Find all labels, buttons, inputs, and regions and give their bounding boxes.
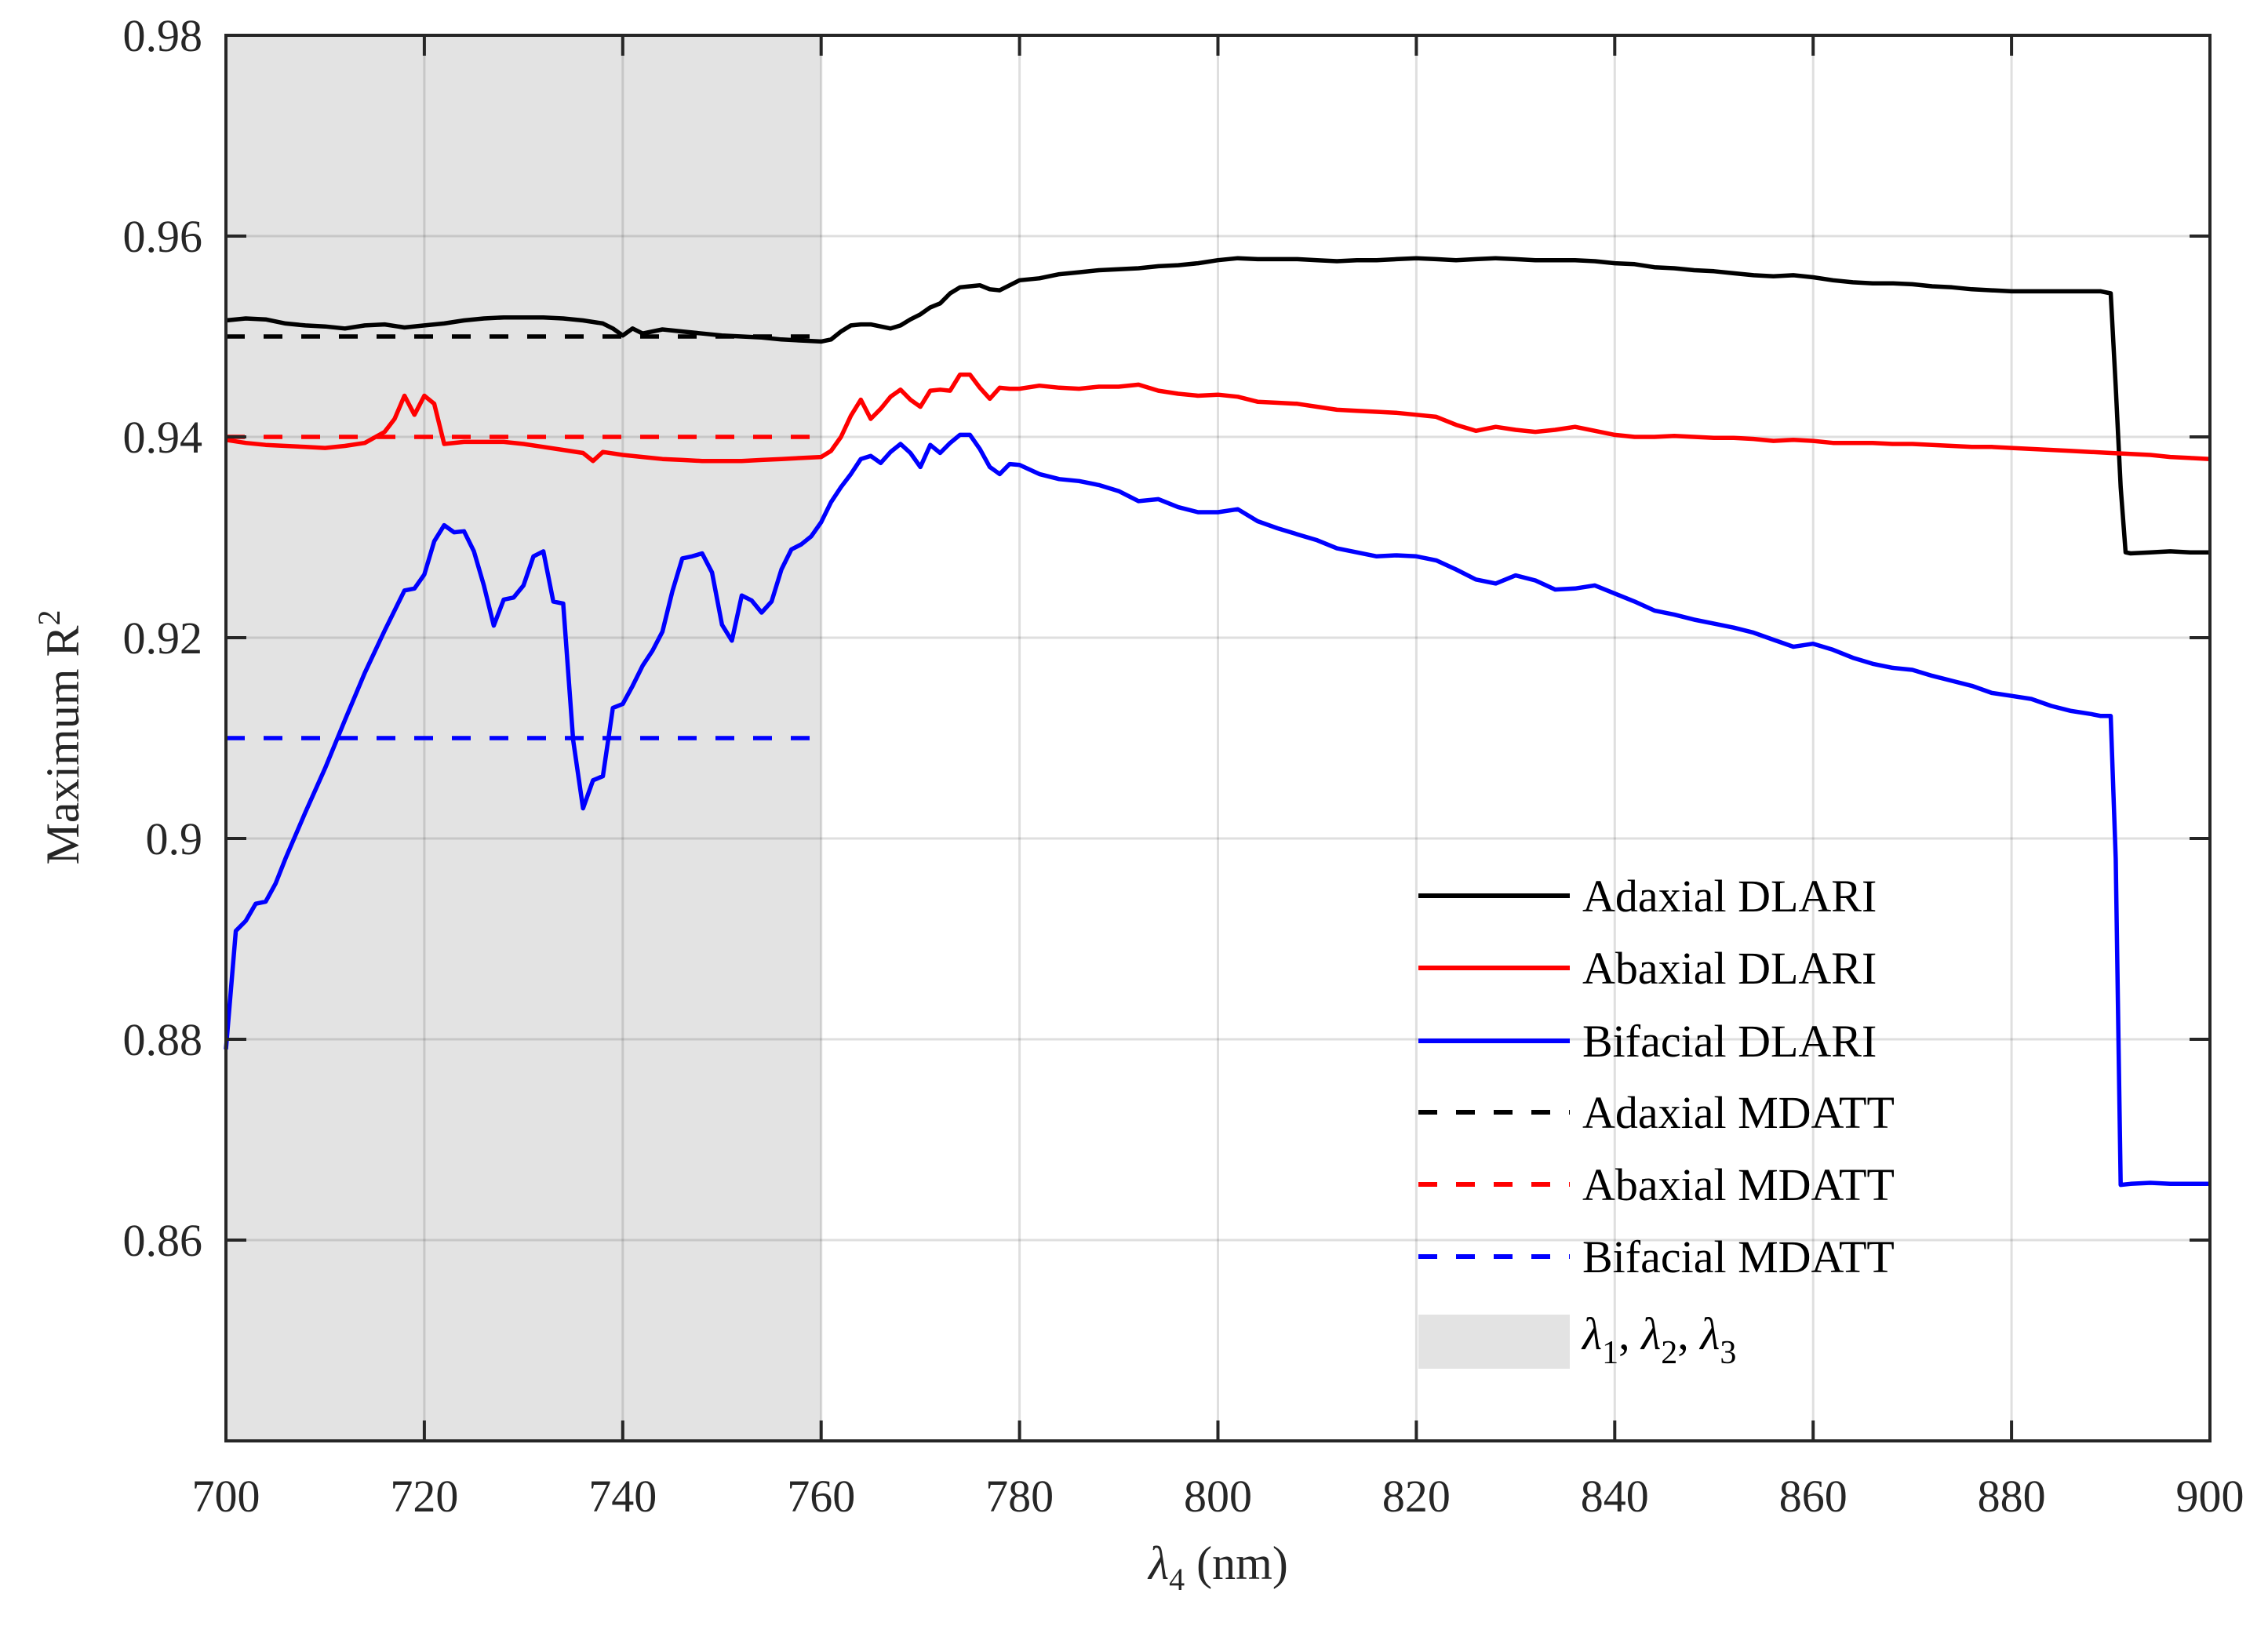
legend-label: Adaxial MDATT bbox=[1582, 1087, 1895, 1138]
x-tick-label: 880 bbox=[1978, 1471, 2046, 1522]
x-tick-label: 820 bbox=[1382, 1471, 1451, 1522]
x-tick-label: 720 bbox=[390, 1471, 458, 1522]
x-axis-label: λ4 (nm) bbox=[1147, 1537, 1288, 1597]
y-tick-labels: 0.86 0.88 0.9 0.92 0.94 0.96 0.98 bbox=[123, 10, 203, 1266]
axes-frame bbox=[224, 34, 2212, 1442]
y-tick-label: 0.92 bbox=[123, 613, 203, 664]
x-tick-label: 840 bbox=[1581, 1471, 1649, 1522]
y-axis-label: Maximum R2 bbox=[31, 609, 89, 864]
y-tick-label: 0.98 bbox=[123, 10, 203, 61]
x-tick-label: 800 bbox=[1184, 1471, 1252, 1522]
data-series bbox=[224, 256, 2211, 1188]
legend-item-shaded-region: λ1, λ2, λ3 bbox=[1418, 1308, 1736, 1371]
legend-item-adaxial-mdatt: Adaxial MDATT bbox=[1418, 1087, 1895, 1138]
series-bifacial-dlari bbox=[224, 432, 2210, 1188]
legend-label: Bifacial DLARI bbox=[1582, 1016, 1877, 1067]
series-abaxial-dlari bbox=[225, 372, 2211, 464]
legend-label: Adaxial DLARI bbox=[1582, 871, 1877, 922]
y-tick-label: 0.96 bbox=[123, 211, 203, 262]
x-tick-label: 700 bbox=[192, 1471, 260, 1522]
legend: Adaxial DLARI Abaxial DLARI Bifacial DLA… bbox=[1418, 871, 1895, 1371]
y-tick-label: 0.88 bbox=[123, 1014, 203, 1065]
x-tick-label: 860 bbox=[1779, 1471, 1848, 1522]
legend-label: λ1, λ2, λ3 bbox=[1581, 1308, 1736, 1371]
x-tick-label: 760 bbox=[787, 1471, 855, 1522]
legend-item-adaxial-dlari: Adaxial DLARI bbox=[1418, 871, 1877, 922]
legend-item-abaxial-dlari: Abaxial DLARI bbox=[1418, 943, 1877, 994]
legend-item-bifacial-mdatt: Bifacial MDATT bbox=[1418, 1231, 1895, 1282]
legend-label: Abaxial DLARI bbox=[1582, 943, 1877, 994]
x-tick-label: 900 bbox=[2176, 1471, 2244, 1522]
legend-label: Abaxial MDATT bbox=[1582, 1159, 1895, 1210]
y-tick-label: 0.9 bbox=[146, 813, 203, 864]
legend-item-bifacial-dlari: Bifacial DLARI bbox=[1418, 1016, 1877, 1067]
legend-item-abaxial-mdatt: Abaxial MDATT bbox=[1418, 1159, 1895, 1210]
legend-patch bbox=[1418, 1315, 1570, 1369]
series-adaxial-dlari bbox=[225, 256, 2210, 556]
x-tick-label: 780 bbox=[985, 1471, 1054, 1522]
y-tick-label: 0.94 bbox=[123, 412, 203, 463]
legend-label: Bifacial MDATT bbox=[1582, 1231, 1895, 1282]
x-tick-labels: 700 720 740 760 780 800 820 840 860 880 900 bbox=[192, 1471, 2244, 1522]
x-tick-label: 740 bbox=[588, 1471, 657, 1522]
y-tick-label: 0.86 bbox=[123, 1215, 203, 1266]
grid-lines bbox=[226, 35, 2210, 1441]
